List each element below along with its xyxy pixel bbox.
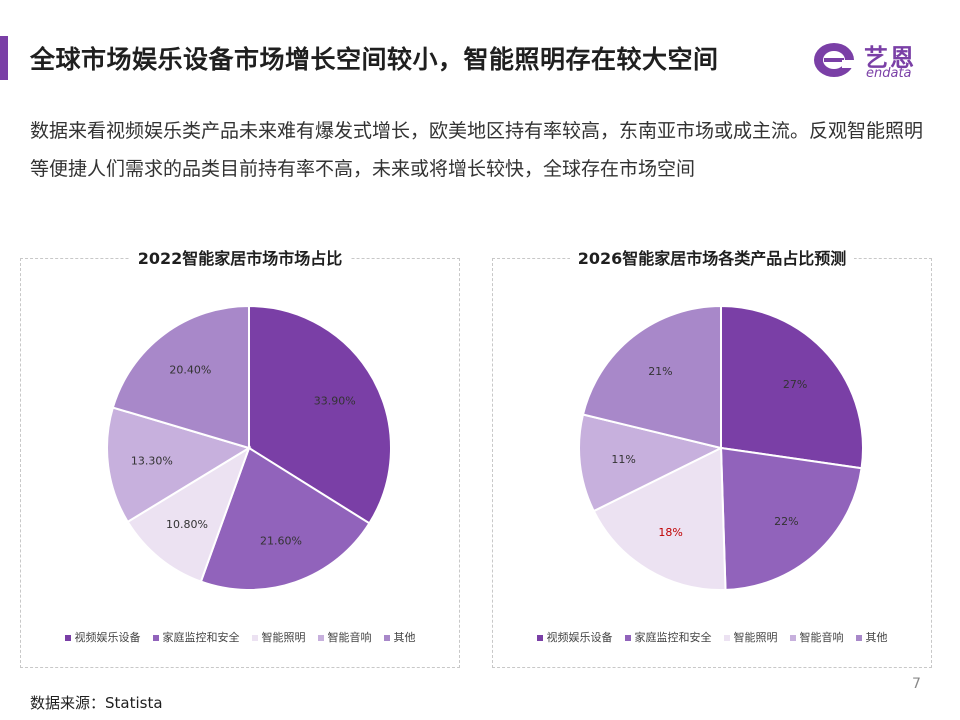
legend-swatch-icon: [536, 635, 543, 641]
logo-mark-icon: [814, 43, 856, 77]
page-title: 全球市场娱乐设备市场增长空间较小，智能照明存在较大空间: [30, 45, 719, 74]
pie-slice-3: [592, 446, 727, 591]
pie-slice-5: [581, 304, 722, 450]
description-text: 数据来看视频娱乐类产品未来难有爆发式增长，欧美地区持有率较高，东南亚市场或成主流…: [30, 120, 924, 180]
legend-2026: 视频娱乐设备 家庭监控和安全 智能照明 智能音响 其他: [493, 629, 931, 645]
pie-slice-1: [720, 304, 864, 470]
pie-slice-4: [578, 413, 724, 513]
legend-item: 智能照明: [723, 629, 778, 645]
logo-text-en: endata: [866, 66, 912, 81]
pie-data-label-4: 13.30%: [131, 455, 173, 468]
legend-item: 其他: [383, 629, 416, 645]
pie-data-label-1: 33.90%: [314, 395, 356, 408]
pie-data-label-3: 18%: [658, 526, 682, 539]
pie-data-label-3: 10.80%: [166, 518, 208, 531]
pie-data-label-2: 21.60%: [260, 535, 302, 548]
endata-logo: 艺恩 endata: [812, 36, 932, 86]
chart-title-2022: 2022智能家居市场市场占比: [129, 249, 351, 268]
page-number: 7: [912, 676, 921, 692]
legend-item: 家庭监控和安全: [624, 629, 712, 645]
legend-label: 视频娱乐设备: [74, 631, 141, 644]
legend-item: 其他: [855, 629, 888, 645]
legend-item: 智能音响: [317, 629, 372, 645]
legend-item: 家庭监控和安全: [152, 629, 240, 645]
chart-panel-2022: 2022智能家居市场市场占比 33.90% 21.60% 10.80% 13.30% 2…: [20, 249, 460, 668]
legend-label: 其他: [865, 631, 888, 644]
legend-label: 智能照明: [733, 631, 778, 644]
legend-swatch-icon: [855, 635, 862, 641]
chart-title-2026: 2026智能家居市场各类产品占比预测: [569, 249, 855, 268]
legend-label: 视频娱乐设备: [546, 631, 613, 644]
legend-item: 智能音响: [789, 629, 844, 645]
legend-label: 其他: [393, 631, 416, 644]
pie-data-label-1: 27%: [783, 378, 807, 391]
legend-item: 视频娱乐设备: [536, 629, 613, 645]
pie-slice-3: [126, 445, 251, 583]
logo-text-cn: 艺恩: [864, 44, 916, 72]
legend-swatch-icon: [383, 635, 390, 641]
pie-slice-2: [719, 446, 863, 591]
chart-panel-2026: 2026智能家居市场各类产品占比预测 27% 22% 18% 11% 21% 视频娱乐设…: [492, 249, 932, 668]
legend-2022: 视频娱乐设备 家庭监控和安全 智能照明 智能音响 其他: [21, 629, 459, 645]
legend-label: 智能照明: [261, 631, 306, 644]
data-source: 数据来源：Statista: [30, 694, 163, 712]
legend-swatch-icon: [789, 635, 796, 641]
legend-swatch-icon: [317, 635, 324, 641]
legend-swatch-icon: [723, 635, 730, 641]
pie-chart-2022: 33.90% 21.60% 10.80% 13.30% 20.40%: [106, 304, 392, 591]
legend-swatch-icon: [251, 635, 258, 641]
legend-label: 智能音响: [327, 631, 372, 644]
pie-data-label-5: 20.40%: [169, 363, 211, 376]
legend-swatch-icon: [152, 635, 159, 641]
pie-chart-2026: 27% 22% 18% 11% 21%: [578, 304, 864, 591]
legend-swatch-icon: [64, 635, 71, 641]
legend-label: 家庭监控和安全: [634, 631, 712, 644]
pie-data-label-5: 21%: [648, 365, 672, 378]
pie-data-label-4: 11%: [611, 453, 635, 466]
pie-slice-4: [106, 406, 252, 524]
legend-item: 智能照明: [251, 629, 306, 645]
legend-label: 家庭监控和安全: [162, 631, 240, 644]
pie-data-label-2: 22%: [774, 515, 798, 528]
title-accent-bar: [0, 36, 8, 80]
pie-slice-1: [248, 304, 392, 525]
pie-slice-5: [111, 304, 250, 450]
legend-swatch-icon: [624, 635, 631, 641]
pie-slice-2: [199, 446, 371, 591]
legend-label: 智能音响: [799, 631, 844, 644]
legend-item: 视频娱乐设备: [64, 629, 141, 645]
